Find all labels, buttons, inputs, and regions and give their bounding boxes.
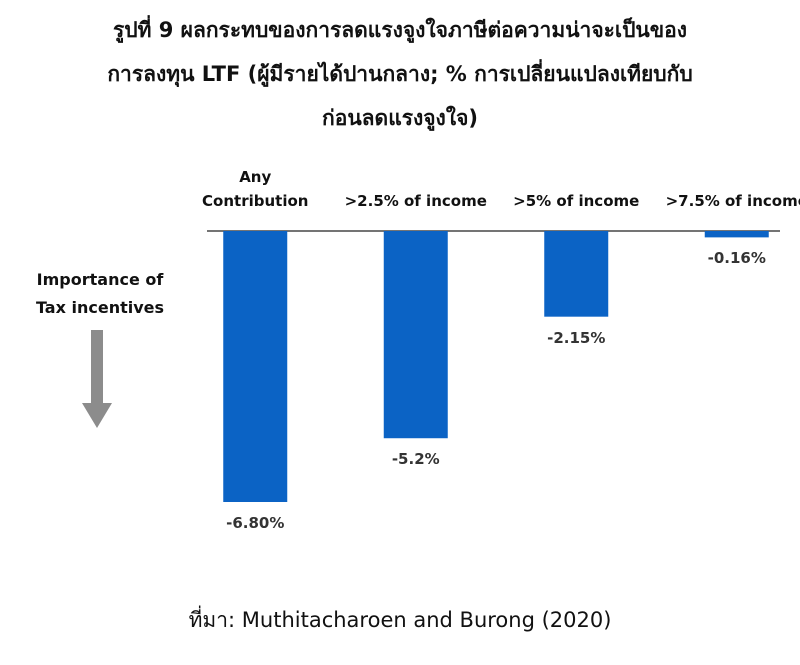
chart-title: การลงทุน LTF (ผู้มีรายได้ปานกลาง; % การเ… bbox=[107, 62, 693, 86]
bar bbox=[544, 231, 609, 317]
bar bbox=[704, 231, 769, 238]
annotation: Importance of Tax incentives bbox=[35, 270, 165, 317]
bar bbox=[383, 231, 448, 439]
x-tick-label: Any Contribution bbox=[202, 168, 309, 210]
arrow bbox=[82, 330, 112, 428]
chart-title: ก่อนลดแรงจูงใจ) bbox=[322, 106, 478, 130]
source: ที่มา: Muthitacharoen and Burong (2020) bbox=[188, 608, 612, 632]
x-tick-label: >2.5% of income bbox=[344, 192, 487, 210]
value-label: -5.2% bbox=[391, 450, 440, 469]
value-label: -2.15% bbox=[547, 328, 606, 347]
x-tick-label: >7.5% of income bbox=[665, 192, 800, 210]
value-label: -0.16% bbox=[707, 249, 766, 268]
bar bbox=[223, 231, 288, 502]
value-label: -6.80% bbox=[226, 514, 285, 532]
x-tick-label: >5% of income bbox=[513, 192, 640, 210]
chart-title: รูปที่ 9 ผลกระทบของการลดแรงจูงใจภาษีต่อค… bbox=[112, 18, 688, 42]
